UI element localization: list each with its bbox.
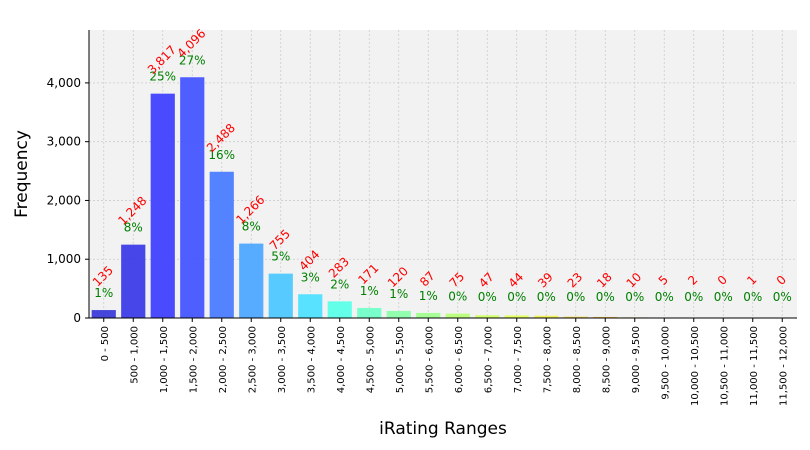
percent-label: 8% xyxy=(242,220,261,234)
x-tick-label: 3,000 - 3,500 xyxy=(277,326,288,393)
x-tick-label: 5,500 - 6,000 xyxy=(424,326,435,393)
x-tick-label: 4,500 - 5,000 xyxy=(365,326,376,393)
bar[interactable] xyxy=(357,307,382,318)
x-tick-label: 2,500 - 3,000 xyxy=(247,326,258,393)
x-tick-label: 7,500 - 8,000 xyxy=(542,326,553,393)
percent-label: 0% xyxy=(478,290,497,304)
percent-label: 0% xyxy=(743,290,762,304)
y-tick-label: 4,000 xyxy=(47,76,81,90)
percent-label: 27% xyxy=(179,53,206,67)
percent-label: 0% xyxy=(714,290,733,304)
bar[interactable] xyxy=(475,315,500,318)
bar[interactable] xyxy=(386,310,411,318)
bar[interactable] xyxy=(593,316,618,318)
x-tick-label: 11,000 - 11,500 xyxy=(749,326,760,406)
x-tick-label: 1,000 - 1,500 xyxy=(159,326,170,393)
x-tick-label: 1,500 - 2,000 xyxy=(188,326,199,393)
x-tick-label: 8,500 - 9,000 xyxy=(601,326,612,393)
percent-label: 0% xyxy=(655,290,674,304)
percent-label: 0% xyxy=(596,290,615,304)
bar[interactable] xyxy=(180,77,205,318)
percent-label: 16% xyxy=(208,148,235,162)
percent-label: 0% xyxy=(684,290,703,304)
bar[interactable] xyxy=(298,294,323,318)
bar[interactable] xyxy=(209,171,234,318)
percent-label: 0% xyxy=(448,290,467,304)
x-tick-label: 6,500 - 7,000 xyxy=(483,326,494,393)
x-tick-label: 9,500 - 10,000 xyxy=(660,326,671,400)
bar[interactable] xyxy=(327,301,352,318)
bar[interactable] xyxy=(563,316,588,318)
percent-label: 0% xyxy=(537,290,556,304)
bar[interactable] xyxy=(268,273,293,318)
percent-label: 0% xyxy=(566,290,585,304)
y-tick-label: 0 xyxy=(73,311,81,325)
x-tick-label: 11,500 - 12,000 xyxy=(778,326,789,406)
x-tick-label: 2,000 - 2,500 xyxy=(218,326,229,393)
bar[interactable] xyxy=(91,310,116,318)
y-tick-label: 1,000 xyxy=(47,252,81,266)
bar[interactable] xyxy=(504,315,529,318)
x-tick-label: 500 - 1,000 xyxy=(129,326,140,384)
x-tick-label: 0 - 500 xyxy=(100,326,111,361)
percent-label: 0% xyxy=(507,290,526,304)
percent-label: 1% xyxy=(360,284,379,298)
x-tick-label: 9,000 - 9,500 xyxy=(631,326,642,393)
y-axis-title: Frequency xyxy=(12,130,32,218)
bar[interactable] xyxy=(239,243,264,318)
x-tick-label: 8,000 - 8,500 xyxy=(572,326,583,393)
percent-label: 8% xyxy=(124,221,143,235)
x-axis-title: iRating Ranges xyxy=(379,419,507,439)
percent-label: 25% xyxy=(149,70,176,84)
percent-label: 1% xyxy=(389,287,408,301)
x-tick-label: 10,500 - 11,000 xyxy=(719,326,730,406)
percent-label: 0% xyxy=(773,290,792,304)
percent-label: 2% xyxy=(330,277,349,291)
y-tick-label: 2,000 xyxy=(47,193,81,207)
y-tick-label: 3,000 xyxy=(47,135,81,149)
bar[interactable] xyxy=(150,93,175,319)
bar[interactable] xyxy=(445,313,470,318)
x-tick-label: 7,000 - 7,500 xyxy=(513,326,524,393)
x-tick-label: 5,000 - 5,500 xyxy=(395,326,406,393)
percent-label: 0% xyxy=(625,290,644,304)
x-tick-label: 4,000 - 4,500 xyxy=(336,326,347,393)
bar[interactable] xyxy=(416,312,441,318)
percent-label: 5% xyxy=(271,250,290,264)
x-tick-label: 3,500 - 4,000 xyxy=(306,326,317,393)
percent-label: 1% xyxy=(419,289,438,303)
bar[interactable] xyxy=(121,244,146,318)
bar[interactable] xyxy=(534,315,559,318)
plot-area xyxy=(89,30,797,318)
x-tick-label: 10,000 - 10,500 xyxy=(690,326,701,406)
percent-label: 3% xyxy=(301,270,320,284)
percent-label: 1% xyxy=(94,286,113,300)
x-tick-label: 6,000 - 6,500 xyxy=(454,326,465,393)
